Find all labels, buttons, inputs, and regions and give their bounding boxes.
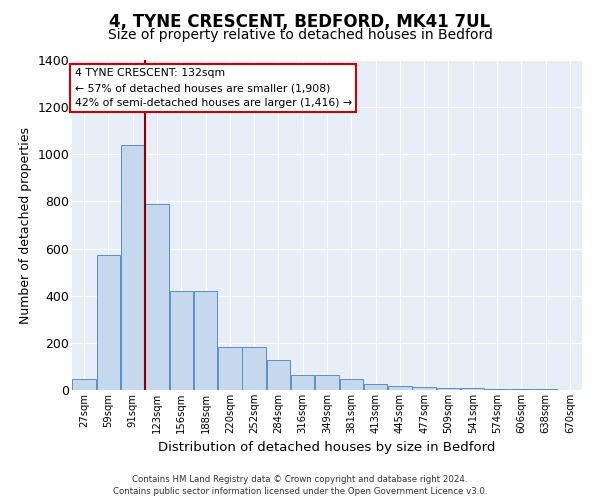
- Bar: [412, 387, 436, 390]
- Bar: [437, 388, 460, 390]
- Text: 4 TYNE CRESCENT: 132sqm
← 57% of detached houses are smaller (1,908)
42% of semi: 4 TYNE CRESCENT: 132sqm ← 57% of detache…: [74, 68, 352, 108]
- Text: Size of property relative to detached houses in Bedford: Size of property relative to detached ho…: [107, 28, 493, 42]
- Bar: [461, 388, 484, 390]
- Bar: [170, 291, 193, 390]
- Bar: [73, 379, 96, 390]
- Bar: [485, 389, 509, 390]
- Bar: [145, 204, 169, 390]
- Bar: [509, 389, 533, 390]
- Y-axis label: Number of detached properties: Number of detached properties: [19, 126, 32, 324]
- Bar: [315, 374, 339, 390]
- Text: 4, TYNE CRESCENT, BEDFORD, MK41 7UL: 4, TYNE CRESCENT, BEDFORD, MK41 7UL: [109, 12, 491, 30]
- Bar: [218, 347, 242, 390]
- Bar: [266, 360, 290, 390]
- Bar: [121, 145, 145, 390]
- Bar: [388, 386, 412, 390]
- Bar: [364, 384, 388, 390]
- Bar: [194, 291, 217, 390]
- Bar: [97, 255, 120, 390]
- Bar: [242, 347, 266, 390]
- Text: Contains HM Land Registry data © Crown copyright and database right 2024.
Contai: Contains HM Land Registry data © Crown c…: [113, 475, 487, 496]
- Bar: [291, 374, 314, 390]
- X-axis label: Distribution of detached houses by size in Bedford: Distribution of detached houses by size …: [158, 442, 496, 454]
- Bar: [340, 379, 363, 390]
